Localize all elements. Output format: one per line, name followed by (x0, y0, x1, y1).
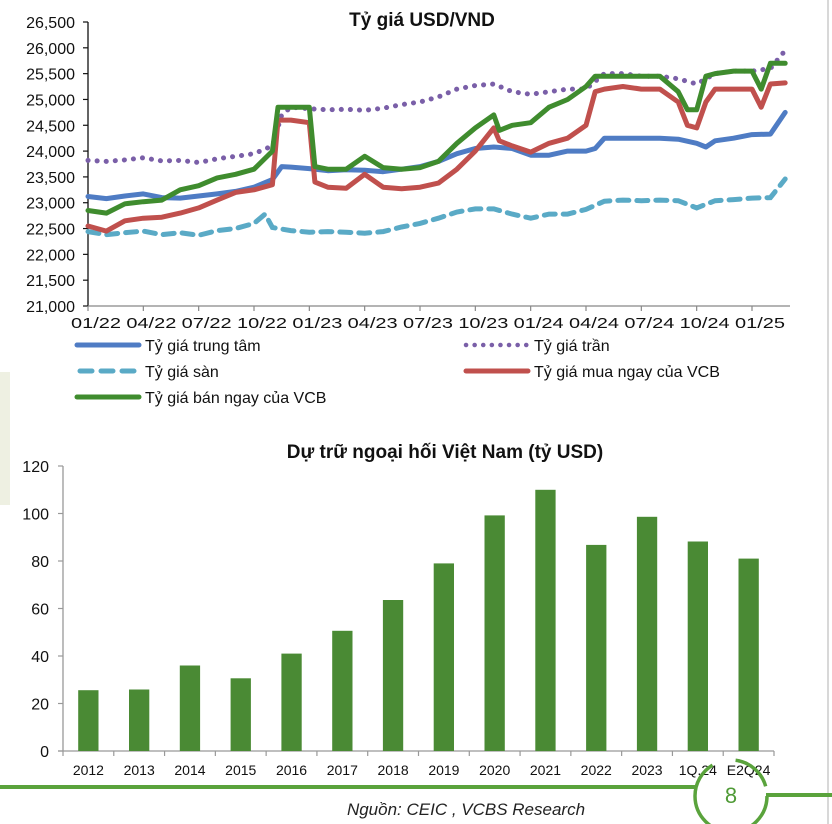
line-chart: Tỷ giá USD/VND 26,50026,00025,50025,0002… (26, 10, 790, 407)
bar-E2Q24 (738, 558, 759, 751)
y-tick-label: 25,500 (26, 67, 75, 84)
footer: 8 Nguồn: CEIC , VCBS Research (0, 758, 832, 824)
series-line-1 (85, 109, 788, 202)
x-tick-label: 04/23 (348, 315, 398, 332)
x-tick-label: 07/24 (624, 315, 674, 332)
y-tick-label: 22,000 (26, 247, 75, 264)
bar-2015 (230, 678, 251, 751)
legend-label-1: Tỷ giá trung tâm (145, 338, 261, 355)
source-note: Nguồn: CEIC , VCBS Research (347, 800, 585, 819)
x-tick-label: 04/24 (569, 315, 619, 332)
y-tick-label: 26,000 (26, 41, 75, 58)
bar-x-tick-label: 2019 (428, 762, 459, 778)
y-tick-label: 24,000 (26, 144, 75, 161)
bar-1Q.24 (687, 541, 708, 751)
x-tick-label: 07/23 (403, 315, 453, 332)
bar-x-tick-label: 2021 (530, 762, 561, 778)
x-tick-label: 10/24 (680, 315, 730, 332)
bar-2020 (484, 515, 505, 751)
y-tick-label: 22,500 (26, 222, 75, 239)
bar-chart-title: Dự trữ ngoại hối Việt Nam (tỷ USD) (287, 442, 603, 463)
y-tick-label: 26,500 (26, 15, 75, 32)
page-number: 8 (725, 783, 737, 808)
series-line-5 (85, 60, 788, 216)
bar-y-tick-label: 40 (31, 649, 49, 666)
bar-x-tick-label: 2022 (581, 762, 612, 778)
bar-2019 (433, 563, 454, 751)
bar-2017 (332, 630, 353, 751)
bar-x-tick-label: 2014 (174, 762, 205, 778)
line-chart-title: Tỷ giá USD/VND (349, 10, 495, 31)
bar-x-tick-label: 2015 (225, 762, 256, 778)
bar-x-tick-label: 2023 (631, 762, 662, 778)
page-number-circle (693, 758, 769, 824)
bar-x-tick-label: 2012 (73, 762, 104, 778)
bar-chart: Dự trữ ngoại hối Việt Nam (tỷ USD) 120 10… (22, 442, 775, 778)
bar-2016 (281, 653, 302, 751)
line-chart-series (85, 47, 788, 238)
legend-label-3: Tỷ giá sàn (145, 364, 219, 381)
legend-label-2: Tỷ giá trần (534, 338, 610, 355)
y-tick-label: 21,000 (26, 299, 75, 316)
bar-x-tick-label: 2017 (327, 762, 358, 778)
bar-x-tick-label: 1Q.24 (679, 762, 717, 778)
bar-2013 (129, 689, 150, 751)
x-tick-label: 07/22 (182, 315, 232, 332)
bar-2022 (586, 544, 607, 751)
x-tick-label: 04/22 (126, 315, 176, 332)
series-line-3 (85, 176, 788, 238)
legend-label-4: Tỷ giá mua ngay của VCB (534, 364, 720, 381)
bar-2021 (535, 489, 556, 752)
series-line-4 (85, 80, 788, 234)
bar-2014 (179, 665, 201, 751)
bar-y-tick-label: 120 (22, 459, 49, 476)
bar-x-tick-label: 2020 (479, 762, 510, 778)
x-tick-label: 10/23 (458, 315, 508, 332)
bar-x-tick-label: 2016 (276, 762, 307, 778)
x-tick-label: 10/22 (237, 315, 287, 332)
y-tick-label: 23,500 (26, 170, 75, 187)
bar-2018 (382, 600, 404, 751)
x-tick-label: 01/22 (71, 315, 121, 332)
y-tick-label: 24,500 (26, 118, 75, 135)
series-line-2 (85, 47, 788, 166)
bar-y-tick-label: 60 (31, 602, 49, 619)
bar-y-tick-label: 0 (40, 744, 49, 761)
line-chart-legend: Tỷ giá trung tâm Tỷ giá trần Tỷ giá sàn Tỷ … (74, 338, 720, 407)
line-chart-axes: 26,500 26,000 25,500 25,000 24,500 24,000 23,5… (26, 15, 790, 332)
y-tick-label: 21,500 (26, 273, 75, 290)
x-tick-label: 01/23 (292, 315, 342, 332)
bar-x-tick-label: 2013 (124, 762, 155, 778)
y-tick-label: 23,000 (26, 196, 75, 213)
page-edge-rule (827, 0, 829, 824)
bar-y-tick-label: 80 (31, 554, 49, 571)
x-tick-label: 01/25 (735, 315, 785, 332)
legend-label-5: Tỷ giá bán ngay của VCB (145, 390, 326, 407)
bar-2023 (636, 516, 658, 751)
bar-x-tick-label: 2018 (378, 762, 409, 778)
side-panel (0, 372, 10, 505)
bar-y-tick-label: 20 (31, 697, 49, 714)
y-tick-label: 25,000 (26, 92, 75, 109)
x-tick-label: 01/24 (514, 315, 564, 332)
bar-2012 (78, 690, 99, 751)
bar-y-tick-label: 100 (22, 507, 49, 524)
bar-chart-bars (78, 489, 759, 752)
